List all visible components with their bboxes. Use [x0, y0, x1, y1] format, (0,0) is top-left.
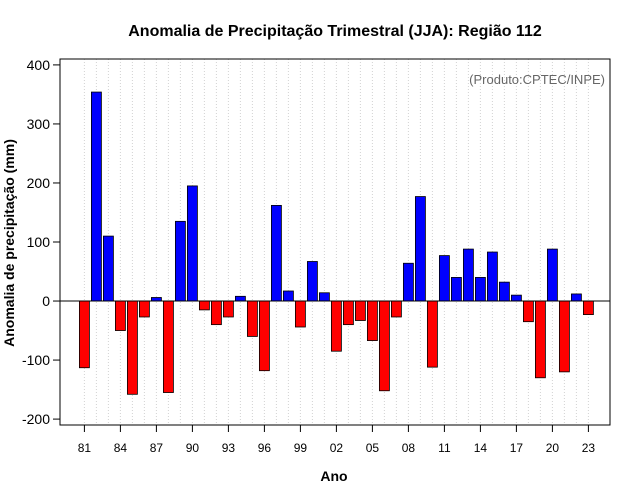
- bar-1994: [234, 295, 246, 302]
- plot-frame: [59, 58, 611, 426]
- bar-2021: [559, 300, 570, 373]
- x-tick-label: 20: [546, 441, 560, 455]
- bar-2003: [342, 300, 354, 326]
- bar-2013: [462, 248, 474, 302]
- x-tick-label: 96: [258, 441, 272, 455]
- bar-2006: [378, 300, 390, 392]
- x-tick-label: 02: [330, 441, 344, 455]
- bar-2007: [390, 300, 402, 318]
- bar-2005: [366, 300, 378, 341]
- bar-1992: [210, 300, 222, 326]
- bar-2010: [426, 300, 438, 368]
- x-tick-label: 84: [114, 441, 128, 455]
- bars: [79, 91, 594, 395]
- y-tick-label: -100: [22, 352, 50, 368]
- bar-1990: [186, 185, 198, 302]
- bar-1987: [150, 297, 162, 302]
- bar-2015: [486, 251, 498, 302]
- bar-1986: [138, 300, 150, 318]
- x-tick-label: 23: [582, 441, 596, 455]
- bar-2008: [402, 262, 414, 302]
- bar-1989: [174, 220, 186, 302]
- bar-1999: [294, 300, 306, 328]
- x-tick-label: 93: [222, 441, 236, 455]
- x-tick-label: 08: [402, 441, 416, 455]
- x-tick-label: 90: [186, 441, 200, 455]
- y-tick-label: 200: [27, 175, 51, 191]
- bar-2000: [306, 261, 318, 302]
- bar-1984: [115, 300, 126, 331]
- bar-2004: [354, 300, 366, 321]
- bar-2018: [523, 300, 534, 323]
- x-tick-label: 87: [150, 441, 164, 455]
- bar-1981: [79, 300, 90, 369]
- x-tick-label: 99: [294, 441, 308, 455]
- y-tick-label: 400: [27, 57, 51, 73]
- x-tick-label: 14: [474, 441, 488, 455]
- x-tick-label: 05: [366, 441, 380, 455]
- bar-1983: [103, 235, 114, 302]
- bar-2014: [474, 277, 486, 302]
- x-axis: 81 84 87 90 93 96 99 02 05 08 11 14 17 20 23: [78, 425, 596, 455]
- y-tick-label: -200: [22, 411, 50, 427]
- bar-1993: [222, 300, 234, 318]
- bar-1998: [282, 290, 294, 302]
- chart-title: Anomalia de Precipitação Trimestral (JJA…: [128, 23, 542, 40]
- bar-1982: [91, 91, 102, 302]
- bar-2019: [535, 300, 546, 379]
- bar-1995: [246, 300, 258, 337]
- bar-1997: [270, 204, 282, 302]
- bar-2022: [571, 293, 582, 302]
- x-tick-label: 81: [78, 441, 92, 455]
- bar-2020: [547, 248, 558, 302]
- y-tick-label: 0: [42, 293, 50, 309]
- bar-1996: [258, 300, 270, 372]
- bar-2012: [450, 277, 462, 302]
- bar-2011: [438, 255, 450, 302]
- bar-2002: [330, 300, 342, 352]
- bar-2009: [414, 196, 426, 302]
- bar-2023: [583, 300, 594, 316]
- y-tick-label: 100: [27, 234, 51, 250]
- bar-2016: [498, 281, 510, 302]
- y-tick-label: 300: [27, 116, 51, 132]
- y-axis-label: Anomalia de precipitação (mm): [1, 139, 17, 347]
- bar-1985: [127, 300, 138, 395]
- bar-1991: [198, 300, 210, 311]
- x-tick-label: 17: [510, 441, 524, 455]
- credit-text: (Produto:CPTEC/INPE): [469, 72, 605, 87]
- vertical-gridlines: [83, 59, 589, 425]
- bar-2017: [510, 294, 522, 302]
- x-axis-label: Ano: [320, 468, 347, 484]
- x-tick-label: 11: [438, 441, 451, 455]
- y-axis: -200 -100 0 100 200 300 400: [22, 57, 60, 427]
- bar-1988: [162, 300, 174, 393]
- bar-2001: [318, 292, 330, 302]
